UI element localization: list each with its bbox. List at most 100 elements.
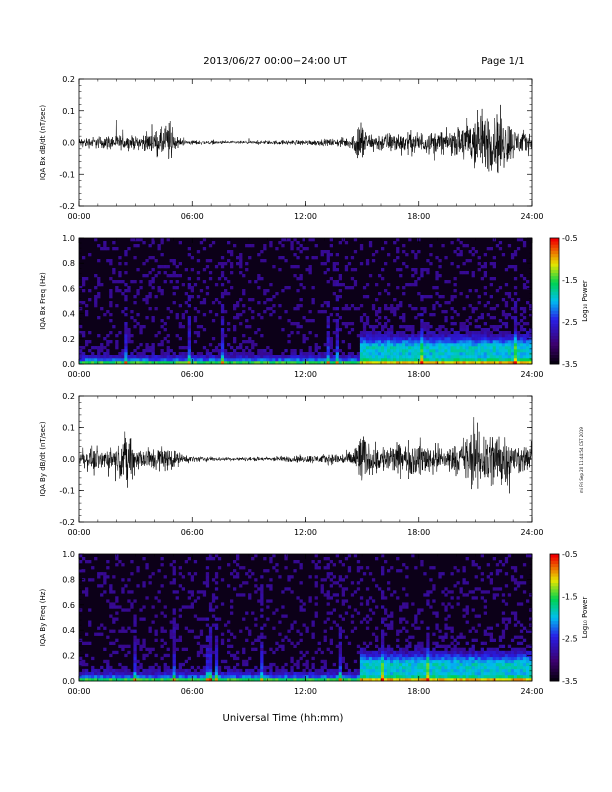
heatmap-cell: [450, 340, 454, 344]
heatmap-cell: [263, 355, 267, 359]
heatmap-cell: [109, 340, 113, 344]
heatmap-cell: [450, 668, 454, 673]
heatmap-cell: [353, 659, 358, 664]
heatmap-cell: [402, 587, 406, 591]
heatmap-cell: [82, 256, 86, 260]
heatmap-cell: [121, 361, 125, 365]
colorbar-step: [550, 611, 559, 615]
heatmap-cell: [239, 566, 243, 570]
heatmap-cell: [504, 346, 509, 350]
heatmap-cell: [393, 668, 397, 673]
heatmap-cell: [450, 675, 454, 679]
heatmap-cell: [166, 352, 170, 356]
heatmap-cell: [208, 635, 213, 639]
heatmap-cell: [82, 578, 86, 582]
heatmap-cell: [453, 566, 457, 570]
heatmap-cell: [402, 331, 406, 335]
heatmap-cell: [501, 361, 506, 365]
heatmap-cell: [220, 262, 225, 266]
heatmap-cell: [519, 274, 524, 278]
heatmap-cell: [495, 653, 500, 658]
heatmap-cell: [384, 307, 388, 311]
heatmap-cell: [359, 355, 364, 359]
heatmap-cell: [91, 358, 95, 362]
heatmap-cell: [127, 671, 131, 676]
colorbar-step: [550, 360, 559, 365]
heatmap-cell: [341, 617, 345, 621]
heatmap-cell: [522, 334, 527, 338]
heatmap-cell: [522, 337, 527, 341]
heatmap-cell: [172, 656, 176, 661]
heatmap-cell: [136, 346, 140, 350]
heatmap-cell: [462, 355, 466, 359]
heatmap-cell: [420, 322, 424, 326]
heatmap-cell: [112, 241, 116, 245]
heatmap-cell: [299, 358, 303, 362]
heatmap-cell: [154, 596, 158, 600]
heatmap-cell: [242, 292, 246, 296]
heatmap-cell: [399, 678, 403, 682]
heatmap-cell: [160, 292, 164, 296]
heatmap-cell: [133, 635, 137, 639]
heatmap-cell: [202, 617, 207, 621]
heatmap-cell: [426, 647, 430, 651]
heatmap-cell: [121, 671, 125, 676]
heatmap-cell: [305, 355, 309, 359]
heatmap-cell: [296, 361, 300, 365]
heatmap-cell: [480, 265, 484, 269]
heatmap-cell: [462, 650, 466, 655]
heatmap-cell: [254, 361, 258, 365]
colorbar-step: [550, 335, 559, 340]
heatmap-cell: [420, 328, 424, 332]
heatmap-cell: [465, 671, 469, 676]
heatmap-cell: [157, 569, 161, 573]
heatmap-cell: [420, 268, 424, 272]
heatmap-cell: [272, 675, 276, 679]
heatmap-cell: [172, 569, 176, 573]
heatmap-cell: [447, 340, 451, 344]
heatmap-cell: [432, 361, 436, 365]
heatmap-cell: [399, 352, 403, 356]
heatmap-cell: [335, 298, 339, 302]
heatmap-cell: [338, 614, 342, 618]
heatmap-cell: [402, 563, 406, 567]
heatmap-cell: [516, 238, 521, 242]
heatmap-cell: [187, 596, 191, 600]
heatmap-cell: [371, 337, 376, 341]
heatmap-cell: [426, 668, 430, 673]
heatmap-cell: [326, 250, 330, 254]
heatmap-cell: [323, 566, 327, 570]
heatmap-cell: [426, 650, 430, 655]
heatmap-cell: [145, 355, 149, 359]
heatmap-cell: [405, 653, 409, 658]
heatmap-cell: [353, 250, 358, 254]
heatmap-cell: [169, 310, 173, 314]
heatmap-cell: [332, 307, 336, 311]
heatmap-cell: [181, 675, 185, 679]
heatmap-cell: [100, 572, 104, 576]
heatmap-cell: [516, 352, 521, 356]
heatmap-cell: [175, 647, 179, 651]
heatmap-cell: [456, 247, 460, 251]
heatmap-cell: [411, 328, 415, 332]
heatmap-cell: [411, 671, 415, 676]
heatmap-cell: [529, 650, 533, 655]
heatmap-cell: [510, 334, 515, 338]
heatmap-cell: [507, 292, 512, 296]
heatmap-cell: [504, 662, 509, 667]
heatmap-cell: [187, 286, 191, 290]
heatmap-cell: [335, 623, 339, 627]
heatmap-cell: [202, 671, 207, 676]
heatmap-cell: [495, 361, 500, 365]
heatmap-cell: [284, 671, 288, 676]
heatmap-cell: [468, 289, 472, 293]
heatmap-cell: [166, 340, 170, 344]
heatmap-cell: [444, 656, 448, 661]
heatmap-cell: [453, 638, 457, 642]
heatmap-cell: [381, 647, 385, 651]
heatmap-cell: [365, 361, 370, 365]
heatmap-cell: [426, 626, 430, 630]
heatmap-cell: [278, 671, 282, 676]
heatmap-cell: [371, 659, 376, 664]
heatmap-cell: [450, 316, 454, 320]
